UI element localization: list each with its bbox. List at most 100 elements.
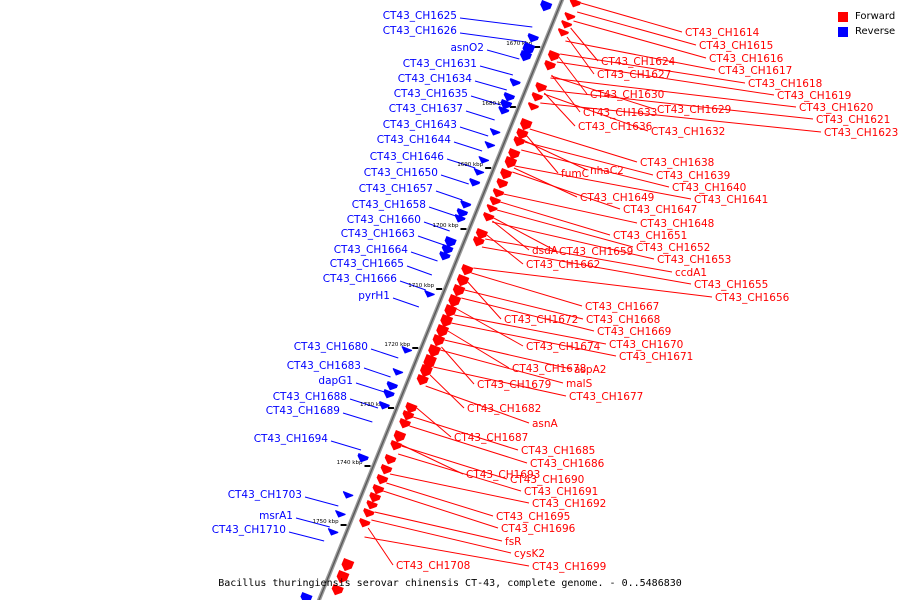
reverse-gene-label: CT43_CH1625 — [383, 10, 457, 22]
forward-gene — [475, 227, 488, 240]
reverse-leader-line — [330, 440, 362, 451]
forward-gene-label: CT43_CH1627 — [597, 69, 671, 81]
forward-gene-label: fumC — [561, 168, 589, 180]
forward-leader-line — [367, 527, 394, 566]
reverse-leader-line — [399, 280, 426, 291]
reverse-gene-label: CT43_CH1646 — [370, 151, 445, 163]
genome-axis — [316, 0, 565, 600]
reverse-leader-line — [363, 367, 391, 378]
forward-leader-line — [371, 519, 512, 554]
reverse-leader-line — [288, 531, 325, 542]
forward-gene — [372, 483, 385, 495]
reverse-leader-line — [446, 158, 476, 169]
forward-gene-label: CT43_CH1647 — [623, 204, 697, 216]
forward-gene — [444, 303, 458, 318]
forward-gene-label: malS — [566, 378, 593, 390]
legend-reverse-label: Reverse — [855, 26, 896, 37]
forward-gene — [336, 569, 350, 584]
reverse-gene-label: dapG1 — [318, 375, 353, 387]
reverse-leader-line — [486, 49, 520, 60]
forward-leader-line — [566, 36, 595, 75]
reverse-gene — [498, 105, 510, 115]
gene-arrows — [300, 0, 582, 600]
forward-gene — [496, 177, 509, 189]
reverse-gene-label: CT43_CH1626 — [383, 25, 458, 37]
forward-gene-label: CT43_CH1621 — [816, 114, 890, 126]
forward-gene-label: CT43_CH1638 — [640, 157, 714, 169]
reverse-leader-line — [459, 32, 527, 43]
reverse-gene — [484, 140, 496, 149]
legend-forward-label: Forward — [855, 11, 896, 22]
forward-gene-label: CT43_CH1667 — [585, 301, 659, 313]
reverse-leader-line — [440, 174, 469, 185]
reverse-gene-label: CT43_CH1634 — [398, 73, 473, 85]
axis-tick-label: 1740 kbp — [337, 460, 363, 466]
forward-leader-line — [412, 416, 519, 451]
reverse-gene — [439, 250, 451, 261]
forward-gene-label: CT43_CH1682 — [467, 403, 541, 415]
forward-leader-line — [565, 40, 716, 71]
legend-reverse: Reverse — [838, 24, 895, 39]
axis-core — [318, 0, 563, 600]
forward-gene-label: CT43_CH1649 — [580, 192, 654, 204]
forward-leader-line — [464, 289, 584, 320]
reverse-gene-label: CT43_CH1657 — [359, 183, 433, 195]
reverse-gene-label: CT43_CH1637 — [389, 103, 463, 115]
forward-gene-label: CT43_CH1632 — [651, 126, 725, 138]
forward-leader-line — [529, 128, 638, 163]
forward-leader-line — [524, 140, 588, 171]
forward-gene-label: ccdA1 — [675, 267, 707, 279]
reverse-leader-line — [304, 496, 339, 507]
reverse-gene-label: CT43_CH1694 — [254, 433, 329, 445]
reverse-gene-label: msrA1 — [259, 510, 293, 522]
forward-gene — [399, 417, 411, 429]
forward-leader-line — [473, 267, 713, 298]
axis-tick-label: 1700 kbp — [433, 223, 459, 229]
forward-leader-line — [364, 536, 530, 567]
axis-tick-label: 1710 kbp — [408, 283, 434, 289]
reverse-gene — [386, 380, 398, 391]
legend-forward: Forward — [838, 9, 895, 24]
forward-gene-label: CT43_CH1687 — [454, 432, 528, 444]
reverse-leader-line — [474, 80, 507, 91]
reverse-leader-line — [479, 65, 513, 76]
forward-gene-label: CT43_CH1653 — [657, 254, 731, 266]
forward-leader-line — [425, 385, 530, 424]
forward-gene-label: CT43_CH1655 — [694, 279, 768, 291]
forward-gene-label: CT43_CH1636 — [578, 121, 653, 133]
forward-gene-label: CT43_CH1639 — [656, 170, 730, 182]
reverse-gene-label: CT43_CH1635 — [394, 88, 468, 100]
reverse-gene — [392, 367, 404, 376]
forward-leader-line — [401, 445, 508, 480]
forward-gene-label: CT43_CH1630 — [590, 89, 664, 101]
leader-lines — [288, 2, 822, 567]
forward-gene — [508, 147, 521, 160]
forward-gene-label: CT43_CH1679 — [477, 379, 551, 391]
reverse-leader-line — [453, 141, 483, 152]
reverse-leader-line — [392, 297, 420, 308]
forward-leader-line — [441, 346, 475, 385]
forward-leader-line — [461, 297, 595, 332]
forward-gene-label: CT43_CH1633 — [583, 107, 657, 119]
reverse-leader-line — [459, 126, 489, 137]
forward-gene — [402, 409, 415, 421]
forward-leader-line — [503, 193, 638, 224]
reverse-gene-label: CT43_CH1710 — [212, 524, 286, 536]
forward-leader-line — [440, 349, 564, 384]
axis-tick-label: 1750 kbp — [313, 519, 339, 525]
forward-gene-label: CT43_CH1669 — [597, 326, 671, 338]
forward-leader-line — [513, 167, 578, 198]
reverse-leader-line — [295, 517, 330, 528]
forward-gene-label: CT43_CH1695 — [496, 511, 570, 523]
forward-gene — [363, 507, 375, 518]
forward-leader-line — [560, 53, 746, 84]
forward-gene — [513, 135, 526, 147]
forward-gene — [516, 127, 529, 140]
forward-gene-label: CT43_CH1690 — [510, 474, 584, 486]
forward-leader-line — [500, 201, 611, 236]
axis-tick-label: 1680 kbp — [482, 101, 508, 107]
reverse-gene-label: CT43_CH1664 — [334, 244, 409, 256]
forward-gene — [544, 59, 556, 71]
forward-gene — [416, 373, 429, 386]
reverse-leader-line — [370, 348, 399, 359]
